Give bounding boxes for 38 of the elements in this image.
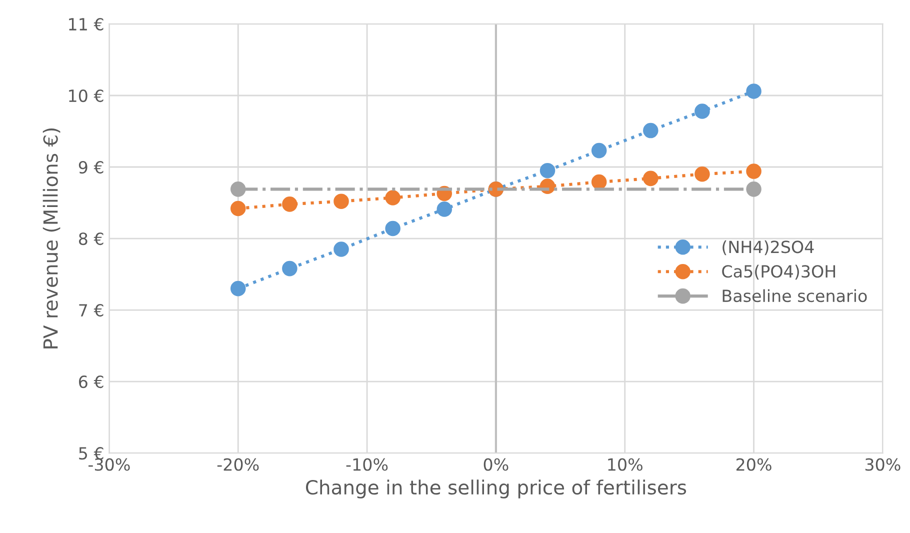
point: [643, 170, 658, 186]
y-tick-label: 6 €: [79, 376, 104, 388]
x-tick-label: 10%: [608, 458, 642, 471]
x-tick-label: -10%: [346, 458, 388, 471]
x-axis-title: Change in the selling price of fertilisers: [306, 480, 686, 498]
point: [436, 202, 452, 217]
y-axis-title: PV revenue (Millions €): [42, 128, 60, 348]
point: [334, 242, 349, 257]
x-tick-label: -20%: [217, 458, 259, 471]
point: [282, 260, 298, 276]
point: [230, 182, 246, 197]
point: [643, 122, 658, 138]
legend-label: Ca5(PO4)3OH: [722, 264, 836, 280]
x-tick-label: 0%: [484, 458, 508, 471]
point: [282, 196, 298, 212]
y-tick-label: 11 €: [69, 18, 104, 31]
x-tick-label: -30%: [88, 458, 130, 471]
y-tick-label: 8 €: [78, 232, 104, 246]
point: [385, 220, 400, 236]
point: [694, 104, 710, 119]
x-tick-label: 20%: [736, 458, 772, 471]
x-tick-label: 30%: [865, 458, 900, 471]
point: [591, 142, 607, 158]
legend-label: (NH4)2SO4: [722, 240, 814, 256]
point: [746, 182, 762, 197]
legend-label: Baseline scenario: [722, 289, 867, 302]
y-tick-label: 9 €: [78, 160, 104, 174]
point: [591, 174, 607, 190]
point: [334, 194, 349, 209]
point: [540, 162, 556, 178]
point: [746, 84, 762, 99]
point: [230, 200, 246, 216]
y-tick-label: 7 €: [79, 304, 104, 317]
point: [746, 164, 762, 179]
point: [385, 190, 400, 206]
y-tick-label: 10 €: [69, 89, 104, 102]
point: [230, 280, 246, 296]
point: [694, 166, 710, 182]
